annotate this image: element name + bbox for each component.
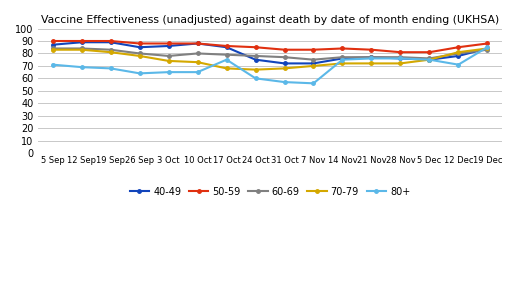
60-69 bbox=[224, 53, 230, 56]
50-59 bbox=[426, 50, 432, 54]
80+ bbox=[398, 57, 404, 60]
60-69 bbox=[195, 52, 201, 55]
80+ bbox=[339, 58, 346, 61]
70-79 bbox=[224, 67, 230, 70]
50-59 bbox=[281, 48, 288, 52]
50-59 bbox=[50, 39, 56, 43]
50-59 bbox=[166, 42, 172, 45]
80+ bbox=[455, 63, 461, 66]
60-69 bbox=[281, 55, 288, 59]
40-49 bbox=[224, 46, 230, 49]
70-79 bbox=[398, 62, 404, 65]
40-49 bbox=[195, 42, 201, 45]
60-69 bbox=[310, 58, 317, 61]
60-69 bbox=[136, 52, 143, 55]
Line: 40-49: 40-49 bbox=[51, 40, 489, 65]
40-49 bbox=[484, 47, 490, 50]
40-49 bbox=[281, 62, 288, 65]
40-49 bbox=[368, 55, 375, 59]
80+ bbox=[78, 65, 85, 69]
80+ bbox=[368, 57, 375, 60]
70-79 bbox=[281, 67, 288, 70]
60-69 bbox=[339, 55, 346, 59]
70-79 bbox=[166, 59, 172, 63]
70-79 bbox=[136, 54, 143, 58]
50-59 bbox=[195, 42, 201, 45]
Legend: 40-49, 50-59, 60-69, 70-79, 80+: 40-49, 50-59, 60-69, 70-79, 80+ bbox=[126, 183, 414, 200]
80+ bbox=[50, 63, 56, 66]
80+ bbox=[195, 70, 201, 74]
60-69 bbox=[107, 48, 114, 52]
50-59 bbox=[224, 44, 230, 48]
80+ bbox=[224, 58, 230, 61]
Line: 70-79: 70-79 bbox=[51, 47, 489, 71]
60-69 bbox=[455, 52, 461, 55]
80+ bbox=[252, 77, 258, 80]
40-49 bbox=[50, 43, 56, 46]
70-79 bbox=[455, 50, 461, 54]
Line: 50-59: 50-59 bbox=[51, 39, 489, 54]
Line: 60-69: 60-69 bbox=[51, 47, 489, 61]
50-59 bbox=[107, 39, 114, 43]
50-59 bbox=[455, 46, 461, 49]
40-49 bbox=[252, 58, 258, 61]
50-59 bbox=[398, 50, 404, 54]
80+ bbox=[166, 70, 172, 74]
80+ bbox=[426, 58, 432, 61]
60-69 bbox=[368, 55, 375, 59]
50-59 bbox=[78, 39, 85, 43]
50-59 bbox=[310, 48, 317, 52]
60-69 bbox=[166, 54, 172, 58]
50-59 bbox=[339, 47, 346, 50]
60-69 bbox=[50, 47, 56, 50]
Title: Vaccine Effectiveness (unadjusted) against death by date of month ending (UKHSA): Vaccine Effectiveness (unadjusted) again… bbox=[41, 15, 499, 25]
50-59 bbox=[252, 46, 258, 49]
70-79 bbox=[484, 47, 490, 50]
80+ bbox=[484, 46, 490, 49]
70-79 bbox=[78, 48, 85, 52]
70-79 bbox=[50, 48, 56, 52]
70-79 bbox=[195, 61, 201, 64]
40-49 bbox=[78, 40, 85, 44]
40-49 bbox=[455, 54, 461, 58]
60-69 bbox=[78, 47, 85, 50]
70-79 bbox=[252, 68, 258, 71]
50-59 bbox=[484, 42, 490, 45]
70-79 bbox=[107, 50, 114, 54]
40-49 bbox=[426, 58, 432, 61]
50-59 bbox=[136, 42, 143, 45]
60-69 bbox=[398, 55, 404, 59]
40-49 bbox=[166, 44, 172, 48]
60-69 bbox=[484, 48, 490, 52]
60-69 bbox=[252, 54, 258, 58]
70-79 bbox=[368, 62, 375, 65]
70-79 bbox=[426, 58, 432, 61]
40-49 bbox=[398, 57, 404, 60]
80+ bbox=[136, 72, 143, 75]
40-49 bbox=[136, 46, 143, 49]
60-69 bbox=[426, 57, 432, 60]
80+ bbox=[310, 82, 317, 85]
70-79 bbox=[339, 62, 346, 65]
40-49 bbox=[310, 62, 317, 65]
70-79 bbox=[310, 64, 317, 68]
40-49 bbox=[339, 57, 346, 60]
80+ bbox=[281, 80, 288, 84]
80+ bbox=[107, 67, 114, 70]
Line: 80+: 80+ bbox=[51, 46, 489, 85]
50-59 bbox=[368, 48, 375, 52]
40-49 bbox=[107, 40, 114, 44]
